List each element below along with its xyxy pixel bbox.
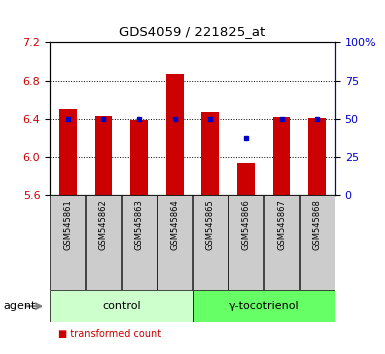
Bar: [237, 163, 255, 195]
Bar: [273, 117, 290, 195]
Bar: [166, 74, 184, 195]
Bar: [308, 118, 326, 195]
FancyBboxPatch shape: [157, 195, 192, 290]
Bar: [201, 112, 219, 195]
FancyBboxPatch shape: [264, 195, 299, 290]
Text: γ-tocotrienol: γ-tocotrienol: [228, 301, 299, 311]
FancyBboxPatch shape: [50, 290, 192, 322]
Text: GSM545866: GSM545866: [241, 199, 250, 250]
Text: GSM545864: GSM545864: [170, 199, 179, 250]
Text: GSM545862: GSM545862: [99, 199, 108, 250]
Text: GSM545865: GSM545865: [206, 199, 215, 250]
Bar: [130, 120, 148, 195]
Bar: [95, 116, 112, 195]
FancyBboxPatch shape: [86, 195, 121, 290]
Text: GDS4059 / 221825_at: GDS4059 / 221825_at: [119, 25, 266, 38]
Text: GSM545867: GSM545867: [277, 199, 286, 250]
Text: GSM545861: GSM545861: [64, 199, 72, 250]
Text: control: control: [102, 301, 141, 311]
Bar: [59, 109, 77, 195]
Text: agent: agent: [4, 301, 36, 311]
Text: GSM545868: GSM545868: [313, 199, 321, 250]
FancyBboxPatch shape: [50, 195, 85, 290]
FancyBboxPatch shape: [300, 195, 335, 290]
FancyBboxPatch shape: [193, 195, 228, 290]
FancyBboxPatch shape: [228, 195, 263, 290]
FancyBboxPatch shape: [192, 290, 335, 322]
Text: GSM545863: GSM545863: [135, 199, 144, 250]
Text: ■ transformed count: ■ transformed count: [58, 329, 161, 339]
FancyBboxPatch shape: [122, 195, 157, 290]
